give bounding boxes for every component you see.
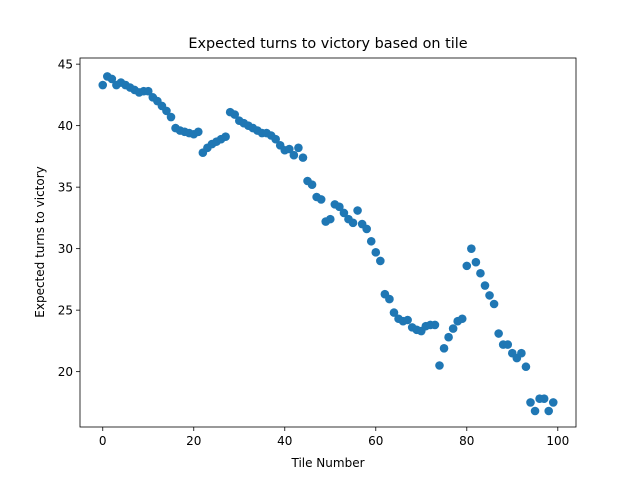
data-point	[444, 332, 453, 342]
x-tick-label: 40	[277, 434, 292, 448]
data-point	[471, 257, 481, 267]
data-point	[430, 320, 440, 330]
data-point	[539, 394, 549, 404]
data-point	[480, 281, 490, 290]
data-point	[298, 153, 308, 162]
data-point	[494, 329, 503, 338]
y-axis-label: Expected turns to victory	[33, 166, 47, 317]
data-point	[462, 261, 472, 271]
axes-frame	[79, 57, 577, 428]
data-point	[285, 144, 294, 154]
data-point	[353, 206, 362, 215]
data-point	[548, 398, 558, 407]
data-point	[366, 236, 376, 246]
data-point	[376, 256, 385, 266]
data-point	[476, 268, 485, 278]
data-point	[307, 180, 317, 189]
y-tick-label: 20	[58, 365, 73, 379]
plot-area: 0 20 40 60 80 100 20 25 30 35 40 45	[58, 57, 577, 448]
data-point	[289, 150, 299, 160]
data-point	[439, 343, 449, 353]
data-point	[348, 218, 358, 228]
y-tick-label: 40	[58, 119, 73, 133]
data-point	[389, 308, 399, 317]
chart-title: Expected turns to victory based on tile	[188, 36, 467, 52]
y-tick-label: 25	[58, 304, 73, 318]
data-point	[230, 110, 240, 119]
data-point	[316, 195, 326, 204]
data-point	[485, 291, 494, 300]
data-point	[339, 208, 349, 218]
data-point	[221, 132, 230, 142]
x-tick-label: 100	[546, 434, 569, 448]
y-tick-label: 35	[58, 181, 73, 195]
y-tick-label: 45	[58, 58, 73, 72]
data-point	[162, 106, 171, 116]
data-point	[435, 361, 444, 370]
data-point	[335, 202, 344, 212]
y-tick-label: 30	[58, 242, 73, 256]
x-tick-label: 60	[368, 434, 383, 448]
x-axis-label: Tile Number	[290, 456, 364, 470]
data-point	[294, 143, 303, 153]
data-point	[271, 134, 280, 144]
data-point	[521, 362, 531, 372]
data-point	[107, 74, 117, 84]
data-point	[544, 406, 553, 416]
data-point	[98, 80, 108, 90]
x-tick-label: 80	[459, 434, 474, 448]
data-point	[403, 315, 412, 325]
x-tick-label: 20	[186, 434, 201, 448]
data-point	[467, 244, 476, 253]
data-point	[530, 406, 540, 416]
data-point	[448, 324, 458, 333]
data-point	[385, 294, 394, 304]
x-tick-label: 0	[99, 434, 107, 448]
data-point	[526, 398, 535, 407]
data-point	[362, 224, 371, 234]
data-point	[457, 314, 467, 324]
data-point	[143, 86, 153, 96]
data-point	[503, 340, 513, 349]
data-point	[489, 299, 499, 309]
data-point	[166, 112, 176, 122]
data-point	[371, 248, 381, 257]
data-point	[517, 348, 526, 358]
data-point	[325, 214, 335, 224]
data-point	[194, 127, 203, 137]
